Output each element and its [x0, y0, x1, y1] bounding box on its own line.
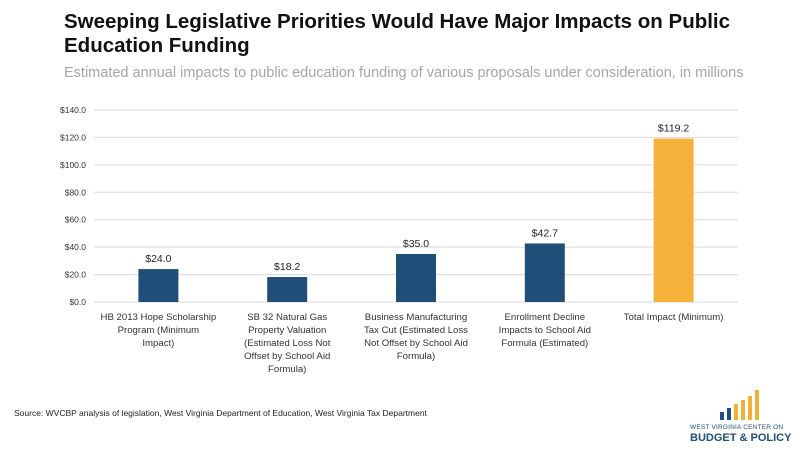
category-label-line: Impacts to School Aid	[499, 325, 591, 336]
y-tick-label: $140.0	[60, 105, 86, 115]
data-label: $24.0	[145, 253, 171, 265]
y-tick-label: $40.0	[65, 242, 87, 252]
logo-bar	[755, 390, 759, 420]
wvcbp-logo: WEST VIRGINIA CENTER ON BUDGET & POLICY	[690, 390, 792, 444]
logo-bar	[734, 404, 738, 420]
source-note: Source: WVCBP analysis of legislation, W…	[14, 408, 427, 418]
chart-title: Sweeping Legislative Priorities Would Ha…	[64, 10, 731, 57]
category-label: Enrollment Decline Impacts to School Aid F…	[499, 312, 591, 349]
category-label-line: Formula (Estimated)	[501, 338, 588, 349]
logo-bar	[741, 400, 745, 420]
gridlines	[94, 109, 738, 303]
logo-bar	[748, 396, 752, 420]
category-label-line: Impact)	[142, 338, 174, 349]
logo-bars-icon	[720, 390, 759, 420]
y-tick-label: $20.0	[65, 270, 87, 280]
chart-subtitle: Estimated annual impacts to public educa…	[64, 65, 744, 81]
bar	[524, 243, 565, 302]
category-label: HB 2013 Hope Scholarship Program (Minimum…	[101, 312, 217, 349]
bar	[138, 269, 179, 302]
bar-total	[653, 138, 694, 302]
category-label-line: (Estimated Loss Not	[244, 338, 331, 349]
bar-chart: $0.0 $20.0 $40.0 $60.0 $80.0 $100.0 $120.0 $140…	[60, 105, 738, 375]
y-tick-label: $60.0	[65, 215, 87, 225]
logo-line1: WEST VIRGINIA CENTER ON	[690, 424, 783, 431]
data-label: $42.7	[532, 227, 558, 239]
bars	[138, 138, 694, 302]
data-label: $119.2	[658, 123, 689, 135]
category-label-line: Offset by School Aid	[244, 351, 330, 362]
y-tick-label: $0.0	[69, 297, 86, 307]
category-label-line: HB 2013 Hope Scholarship	[101, 312, 217, 323]
category-label-line: Formula)	[397, 351, 435, 362]
category-label-line: Not Offset by School Aid	[364, 338, 468, 349]
category-label: SB 32 Natural Gas Property Valuation (Esti…	[244, 312, 331, 375]
data-labels: $24.0 $18.2 $35.0 $42.7 $119.2	[145, 123, 689, 274]
category-label: Business Manufacturing Tax Cut (Estimated…	[364, 312, 468, 362]
data-label: $35.0	[403, 238, 429, 250]
x-axis-categories: HB 2013 Hope Scholarship Program (Minimum…	[101, 312, 724, 375]
bar	[267, 277, 308, 302]
bar	[396, 254, 436, 302]
category-label-line: SB 32 Natural Gas	[247, 312, 327, 323]
category-label-line: Program (Minimum	[118, 325, 200, 336]
category-label-line: Total Impact (Minimum)	[624, 312, 724, 323]
category-label: Total Impact (Minimum)	[624, 312, 724, 323]
y-tick-label: $120.0	[60, 132, 86, 142]
data-label: $18.2	[274, 261, 300, 273]
y-tick-label: $100.0	[60, 160, 86, 170]
category-label-line: Enrollment Decline	[505, 312, 586, 323]
category-label-line: Tax Cut (Estimated Loss	[364, 325, 468, 336]
y-axis-ticks: $0.0 $20.0 $40.0 $60.0 $80.0 $100.0 $120.0 $140…	[60, 105, 86, 307]
logo-line2: BUDGET & POLICY	[690, 432, 792, 444]
logo-bar	[727, 408, 731, 420]
logo-bar	[720, 412, 724, 420]
category-label-line: Business Manufacturing	[365, 312, 467, 323]
category-label-line: Formula)	[268, 364, 306, 375]
category-label-line: Property Valuation	[248, 325, 326, 336]
y-tick-label: $80.0	[65, 187, 87, 197]
